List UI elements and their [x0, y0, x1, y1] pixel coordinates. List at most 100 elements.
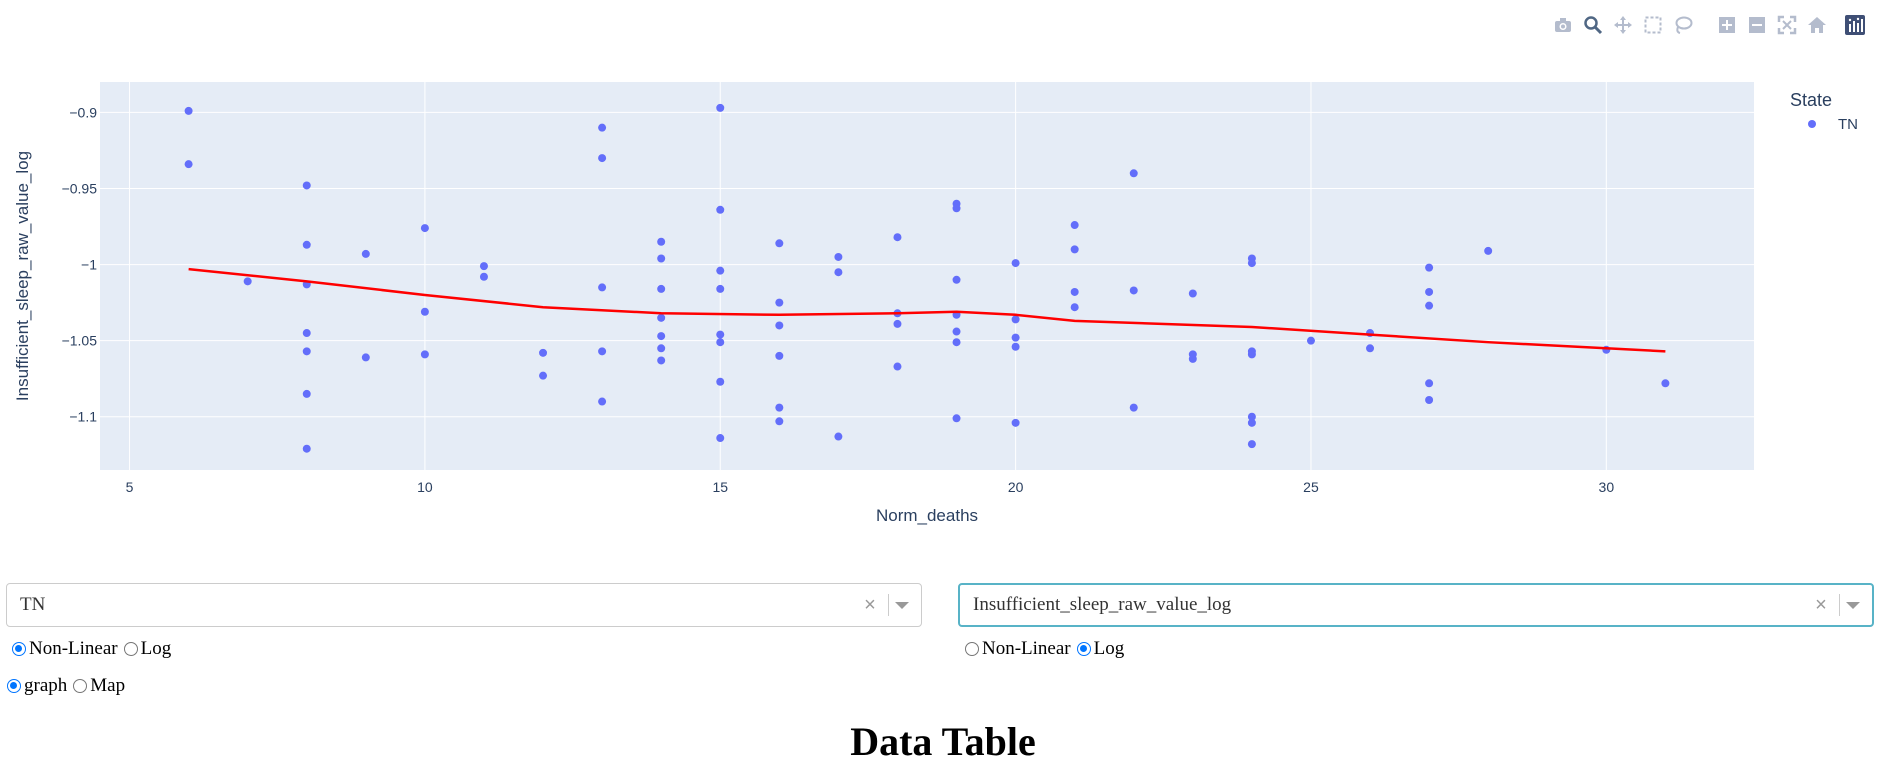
right-nonlinear-option[interactable]: Non-Linear — [965, 638, 1071, 660]
right-log-option[interactable]: Log — [1076, 638, 1124, 660]
data-point[interactable] — [1011, 418, 1020, 427]
data-point[interactable] — [1188, 289, 1197, 298]
data-point[interactable] — [952, 275, 961, 284]
data-point[interactable] — [952, 338, 961, 347]
zoom-out-icon[interactable] — [1746, 14, 1768, 36]
data-point[interactable] — [302, 240, 311, 249]
plot-area[interactable] — [100, 82, 1754, 470]
radio-button[interactable] — [7, 679, 21, 693]
data-point[interactable] — [1129, 403, 1138, 412]
data-point[interactable] — [184, 106, 193, 115]
data-point[interactable] — [361, 249, 370, 258]
data-point[interactable] — [1129, 169, 1138, 178]
data-point[interactable] — [834, 268, 843, 277]
clear-icon[interactable]: × — [1815, 593, 1827, 616]
data-point[interactable] — [775, 351, 784, 360]
data-point[interactable] — [598, 154, 607, 163]
data-point[interactable] — [716, 338, 725, 347]
data-point[interactable] — [657, 237, 666, 246]
left-nonlinear-option[interactable]: Non-Linear — [12, 638, 118, 660]
data-point[interactable] — [1070, 303, 1079, 312]
data-point[interactable] — [1247, 418, 1256, 427]
left-log-option[interactable]: Log — [123, 638, 171, 660]
data-point[interactable] — [420, 307, 429, 316]
data-point[interactable] — [1070, 221, 1079, 230]
data-point[interactable] — [1129, 286, 1138, 295]
legend-marker[interactable] — [1808, 120, 1816, 128]
box-select-icon[interactable] — [1642, 14, 1664, 36]
zoom-in-icon[interactable] — [1716, 14, 1738, 36]
scatter-chart[interactable]: 5 10 15 20 25 30 −0.9 −0.95 −1 −1.05 −1.1 Norm_deat… — [0, 0, 1886, 560]
data-point[interactable] — [716, 103, 725, 112]
data-point[interactable] — [1247, 259, 1256, 268]
plotly-logo-icon[interactable] — [1844, 14, 1866, 36]
state-dropdown[interactable]: TN × — [6, 583, 922, 627]
legend-item-tn[interactable]: TN — [1838, 116, 1858, 133]
data-point[interactable] — [893, 362, 902, 371]
data-point[interactable] — [952, 414, 961, 423]
zoom-icon[interactable] — [1582, 14, 1604, 36]
radio-button[interactable] — [73, 679, 88, 693]
data-point[interactable] — [598, 397, 607, 406]
data-point[interactable] — [1484, 246, 1493, 255]
data-point[interactable] — [1425, 263, 1434, 272]
data-point[interactable] — [657, 332, 666, 341]
reset-axes-icon[interactable] — [1806, 14, 1828, 36]
camera-icon[interactable] — [1552, 14, 1574, 36]
graph-option[interactable]: graph — [7, 675, 67, 697]
clear-icon[interactable]: × — [864, 593, 876, 616]
data-point[interactable] — [775, 417, 784, 426]
chevron-down-icon[interactable] — [895, 601, 909, 609]
data-point[interactable] — [716, 434, 725, 443]
data-point[interactable] — [1247, 350, 1256, 359]
data-point[interactable] — [1425, 287, 1434, 296]
data-point[interactable] — [1425, 396, 1434, 405]
data-point[interactable] — [243, 277, 252, 286]
data-point[interactable] — [716, 266, 725, 275]
data-point[interactable] — [1425, 301, 1434, 310]
data-point[interactable] — [302, 181, 311, 190]
chevron-down-icon[interactable] — [1846, 601, 1860, 609]
data-point[interactable] — [834, 432, 843, 441]
data-point[interactable] — [657, 344, 666, 353]
data-point[interactable] — [1366, 344, 1375, 353]
data-point[interactable] — [657, 284, 666, 293]
data-point[interactable] — [775, 298, 784, 307]
data-point[interactable] — [893, 233, 902, 242]
data-point[interactable] — [539, 348, 548, 357]
lasso-icon[interactable] — [1672, 14, 1694, 36]
data-point[interactable] — [420, 350, 429, 359]
data-point[interactable] — [184, 160, 193, 169]
data-point[interactable] — [1247, 440, 1256, 449]
data-point[interactable] — [361, 353, 370, 362]
variable-dropdown[interactable]: Insufficient_sleep_raw_value_log × — [958, 583, 1874, 627]
data-point[interactable] — [598, 283, 607, 292]
data-point[interactable] — [1011, 333, 1020, 342]
data-point[interactable] — [1661, 379, 1670, 388]
data-point[interactable] — [1011, 342, 1020, 351]
data-point[interactable] — [598, 123, 607, 132]
data-point[interactable] — [1011, 315, 1020, 324]
trend-line[interactable] — [188, 267, 1666, 353]
data-point[interactable] — [893, 319, 902, 328]
data-point[interactable] — [302, 389, 311, 398]
radio-button[interactable] — [12, 642, 26, 656]
data-point[interactable] — [479, 262, 488, 271]
data-point[interactable] — [302, 329, 311, 338]
data-point[interactable] — [657, 356, 666, 365]
pan-icon[interactable] — [1612, 14, 1634, 36]
data-point[interactable] — [1188, 354, 1197, 363]
data-point[interactable] — [775, 321, 784, 330]
data-point[interactable] — [657, 254, 666, 263]
data-point[interactable] — [1247, 412, 1256, 421]
data-point[interactable] — [1306, 336, 1315, 345]
data-point[interactable] — [834, 252, 843, 261]
data-point[interactable] — [1070, 287, 1079, 296]
data-point[interactable] — [952, 327, 961, 336]
data-point[interactable] — [302, 347, 311, 356]
data-point[interactable] — [716, 377, 725, 386]
autoscale-icon[interactable] — [1776, 14, 1798, 36]
radio-button[interactable] — [965, 642, 979, 656]
data-point[interactable] — [716, 205, 725, 214]
radio-button[interactable] — [1076, 642, 1091, 656]
